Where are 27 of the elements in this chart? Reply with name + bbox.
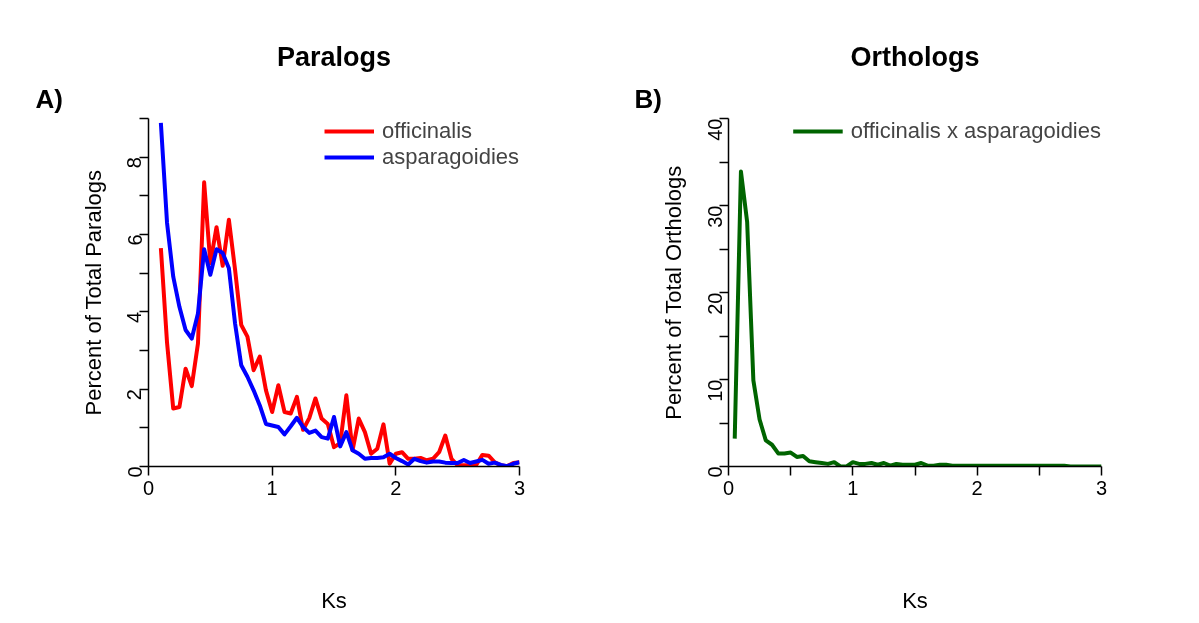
x-tick-label: 2	[971, 476, 983, 499]
x-tick-label: 1	[266, 476, 278, 499]
chart-title: Orthologs	[850, 41, 980, 72]
legend-label: officinalis x asparagoidies	[850, 118, 1101, 144]
legend-label: asparagoidies	[382, 144, 519, 170]
y-tick-label: 4	[123, 311, 146, 323]
y-tick-label: 10	[703, 379, 726, 402]
y-tick-label: 20	[703, 292, 726, 315]
text: A)	[35, 83, 63, 114]
y-tick-label: 0	[703, 466, 726, 478]
x-tick-label: 3	[1095, 476, 1108, 499]
y-tick-label: 0	[123, 466, 146, 478]
chart-title: Paralogs	[276, 41, 392, 72]
x-axis-title: Ks	[902, 587, 928, 613]
legend-label: officinalis	[382, 118, 473, 144]
y-tick-label: 30	[703, 205, 726, 228]
y-axis-title: Percent of Total Orthologs	[660, 165, 686, 420]
y-tick-label: 2	[123, 389, 146, 401]
y-tick-label: 40	[703, 118, 726, 141]
y-axis-title: Percent of Total Paralogs	[80, 170, 106, 416]
x-axis-title: Ks	[321, 587, 347, 613]
x-tick-label: 1	[847, 476, 859, 499]
x-tick-label: 3	[513, 476, 526, 499]
y-tick-label: 6	[123, 234, 146, 246]
text: B)	[634, 83, 662, 114]
x-tick-label: 2	[390, 476, 402, 499]
y-tick-label: 8	[123, 157, 146, 169]
